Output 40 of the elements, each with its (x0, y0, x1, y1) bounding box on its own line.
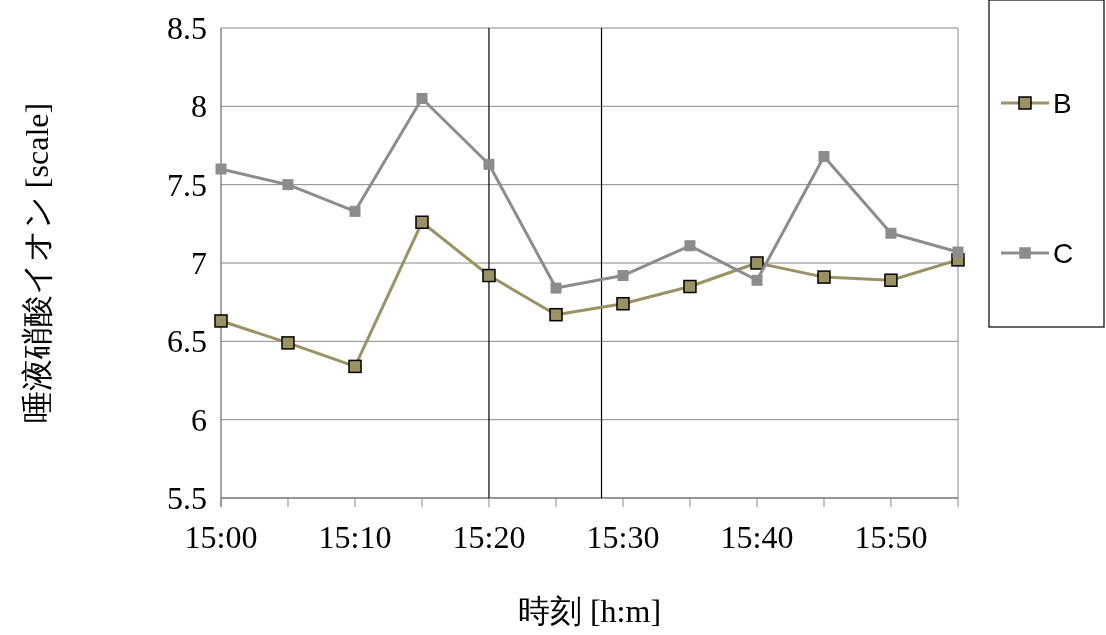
point (750, 256, 764, 270)
y-tick-label: 6.5 (167, 323, 207, 360)
point (349, 205, 361, 217)
x-tick-label: 15:00 (184, 519, 258, 555)
y-tick-label: 7.5 (167, 166, 207, 203)
point (415, 215, 429, 230)
y-axis-title: 唾液硝酸イオン [scale] (19, 102, 55, 424)
point (214, 314, 228, 328)
y-tick-label: 8 (191, 88, 207, 125)
y-tick-label: 5.5 (167, 480, 207, 516)
point (483, 158, 495, 170)
point (616, 296, 630, 311)
point (549, 307, 563, 322)
point (482, 268, 496, 283)
point (550, 282, 562, 294)
x-axis-title: 時刻 [h:m] (517, 593, 662, 629)
y-tick-label: 7 (191, 245, 207, 281)
x-tick-label: 15:50 (854, 519, 928, 555)
x-tick-label: 15:10 (318, 519, 392, 555)
point (952, 246, 964, 258)
point (751, 274, 763, 286)
point (282, 179, 294, 191)
point (884, 273, 898, 287)
point (684, 240, 696, 252)
point (281, 336, 295, 350)
point (348, 359, 362, 374)
x-tick-label: 15:30 (586, 519, 660, 555)
x-tick-label: 15:20 (452, 519, 526, 555)
point (817, 270, 831, 284)
x-tick-label: 15:40 (720, 519, 794, 555)
y-tick-label: 8.5 (167, 10, 207, 46)
point (215, 163, 227, 175)
legend-label: B (1053, 87, 1072, 119)
legend-label: C (1053, 237, 1074, 269)
point (416, 93, 428, 104)
point (617, 270, 629, 282)
point (885, 227, 897, 239)
point (818, 150, 830, 162)
y-tick-label: 6 (191, 401, 207, 438)
point (683, 279, 697, 294)
